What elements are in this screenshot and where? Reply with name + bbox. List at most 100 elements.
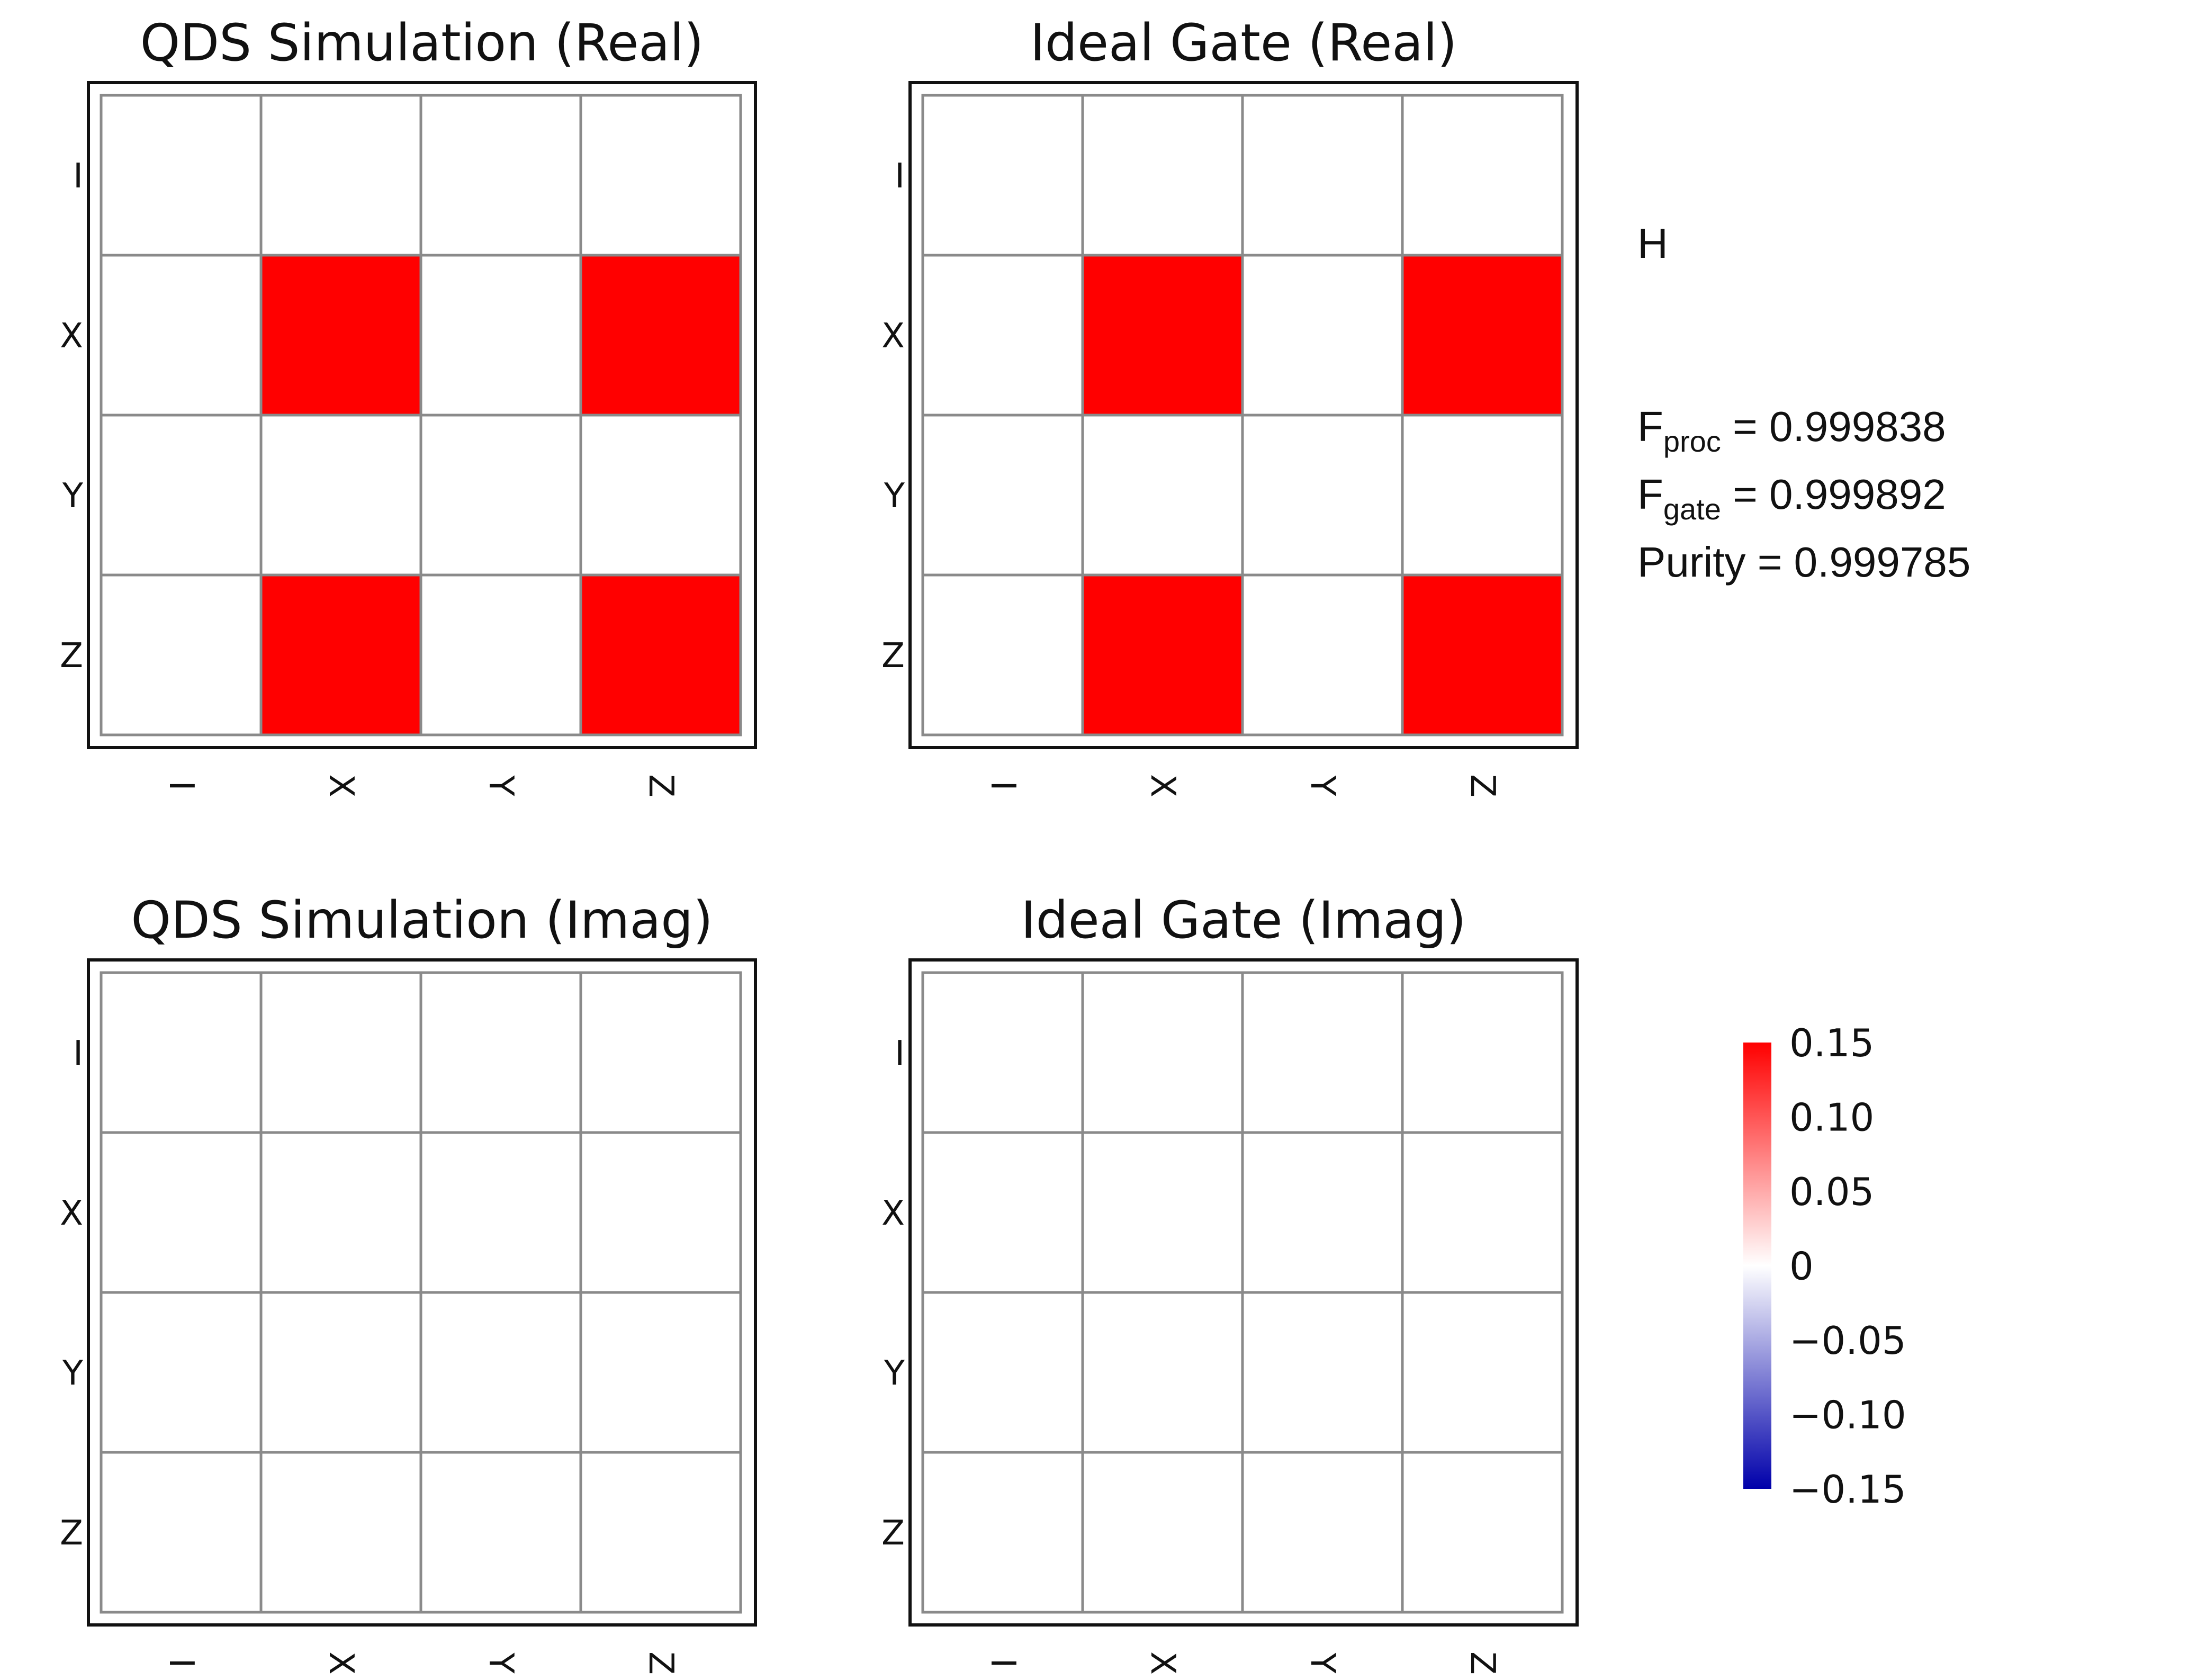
heatmap-cell: [579, 971, 742, 1134]
x-tick-label: Y: [481, 1652, 520, 1674]
heatmap-cell: [579, 1131, 742, 1294]
heatmap-cell: [100, 414, 263, 577]
heatmap-cell: [579, 1451, 742, 1614]
panel-title: QDS Simulation (Imag): [131, 891, 713, 950]
y-tick-label: I: [73, 1034, 83, 1073]
metric-fproc: Fproc = 0.999838: [1637, 403, 1946, 458]
heatmap-panels: QDS Simulation (Real) I X Y Z I X Y Z Ideal Gate …: [60, 13, 1579, 1675]
heatmap-cell: [419, 1131, 582, 1294]
heatmap-panel: QDS Simulation (Real) I X Y Z I X Y Z: [60, 13, 757, 797]
heatmap-cell: [1081, 254, 1244, 417]
heatmap-cell: [579, 573, 742, 736]
heatmap-cell: [1401, 1291, 1564, 1454]
heatmap-cell: [100, 971, 263, 1134]
heatmap-cell: [419, 971, 582, 1134]
heatmap-cell: [1081, 971, 1244, 1134]
heatmap-cell: [921, 1131, 1084, 1294]
panel-title: Ideal Gate (Imag): [1021, 891, 1466, 950]
y-tick-label: X: [60, 1194, 83, 1233]
heatmap-cell: [1401, 94, 1564, 257]
heatmap-cell: [1241, 1451, 1404, 1614]
heatmap-cell: [1401, 414, 1564, 577]
heatmap-cell: [419, 1451, 582, 1614]
y-tick-label: X: [60, 317, 83, 356]
colorbar-tick-label: −0.10: [1789, 1393, 1906, 1438]
y-tick-label: I: [895, 157, 905, 196]
x-tick-label: Y: [1303, 775, 1342, 796]
heatmap-cell: [1241, 1131, 1404, 1294]
heatmap-cell: [100, 1451, 263, 1614]
plot-frame: [908, 958, 1579, 1627]
heatmap-cell: [419, 573, 582, 736]
heatmap-cell: [1241, 573, 1404, 736]
plot-frame: [908, 81, 1579, 749]
heatmap-cell: [259, 971, 422, 1134]
colorbar-tick-label: 0.15: [1789, 1021, 1874, 1065]
heatmap-cell: [1081, 1291, 1244, 1454]
heatmap-cell: [259, 254, 422, 417]
heatmap-cell: [1241, 254, 1404, 417]
heatmap-cell: [419, 94, 582, 257]
heatmap-cell: [579, 414, 742, 577]
heatmap-cell: [259, 94, 422, 257]
x-tick-label: I: [161, 1658, 201, 1668]
heatmap-panel: Ideal Gate (Imag) I X Y Z I X Y Z: [881, 891, 1579, 1675]
heatmap-cell: [419, 414, 582, 577]
x-tick-label: Y: [1303, 1652, 1342, 1674]
metric-purity: Purity = 0.999785: [1637, 538, 1970, 586]
colorbar-tick-label: 0.05: [1789, 1170, 1874, 1214]
heatmap-cell: [921, 94, 1084, 257]
y-tick-label: Y: [62, 477, 84, 516]
heatmap-cell: [259, 573, 422, 736]
heatmap-cell: [100, 254, 263, 417]
colorbar-tick-label: −0.05: [1789, 1318, 1906, 1363]
heatmap-cell: [100, 573, 263, 736]
x-tick-label: X: [321, 1651, 361, 1675]
gate-label: H: [1637, 220, 1668, 267]
heatmap-cell: [1401, 254, 1564, 417]
x-tick-label: I: [983, 1658, 1022, 1668]
heatmap-cell: [1401, 573, 1564, 736]
heatmap-cell: [1081, 414, 1244, 577]
y-tick-label: X: [881, 317, 905, 356]
colorbar-tick-label: 0: [1789, 1244, 1814, 1289]
heatmap-cell: [259, 1131, 422, 1294]
heatmap-cell: [259, 1451, 422, 1614]
x-tick-label: X: [1143, 1651, 1182, 1675]
heatmap-cell: [1081, 573, 1244, 736]
colorbar: 0.15 0.10 0.05 0 −0.05 −0.10 −0.15: [1743, 1021, 1906, 1512]
panel-title: QDS Simulation (Real): [140, 13, 704, 73]
heatmap-cell: [579, 254, 742, 417]
heatmap-cell: [1401, 1131, 1564, 1294]
heatmap-cell: [419, 1291, 582, 1454]
y-tick-label: Y: [884, 1354, 905, 1393]
x-tick-label: Z: [1463, 1651, 1502, 1675]
y-tick-label: X: [881, 1194, 905, 1233]
heatmap-cell: [1241, 1291, 1404, 1454]
heatmap-cell: [100, 1291, 263, 1454]
y-tick-label: I: [895, 1034, 905, 1073]
heatmap-cell: [1081, 1451, 1244, 1614]
y-tick-label: Z: [881, 636, 905, 676]
heatmap-cell: [1401, 971, 1564, 1134]
y-tick-label: Y: [884, 477, 905, 516]
heatmap-cell: [259, 414, 422, 577]
heatmap-cell: [1241, 94, 1404, 257]
x-tick-label: X: [1143, 774, 1182, 797]
colorbar-tick-label: 0.10: [1789, 1095, 1874, 1140]
heatmap-cell: [579, 94, 742, 257]
heatmap-cell: [579, 1291, 742, 1454]
heatmap-cell: [1241, 971, 1404, 1134]
metric-fgate: Fgate = 0.999892: [1637, 471, 1946, 526]
y-tick-label: Y: [62, 1354, 84, 1393]
heatmap-cell: [921, 573, 1084, 736]
heatmap-cell: [921, 1291, 1084, 1454]
x-tick-label: Z: [641, 1651, 680, 1675]
plot-frame: [87, 958, 757, 1627]
heatmap-cell: [921, 971, 1084, 1134]
x-tick-label: I: [161, 781, 201, 791]
colorbar-ticks: 0.15 0.10 0.05 0 −0.05 −0.10 −0.15: [1789, 1021, 1906, 1512]
heatmap-cell: [1401, 1451, 1564, 1614]
y-tick-label: Z: [60, 1514, 83, 1553]
